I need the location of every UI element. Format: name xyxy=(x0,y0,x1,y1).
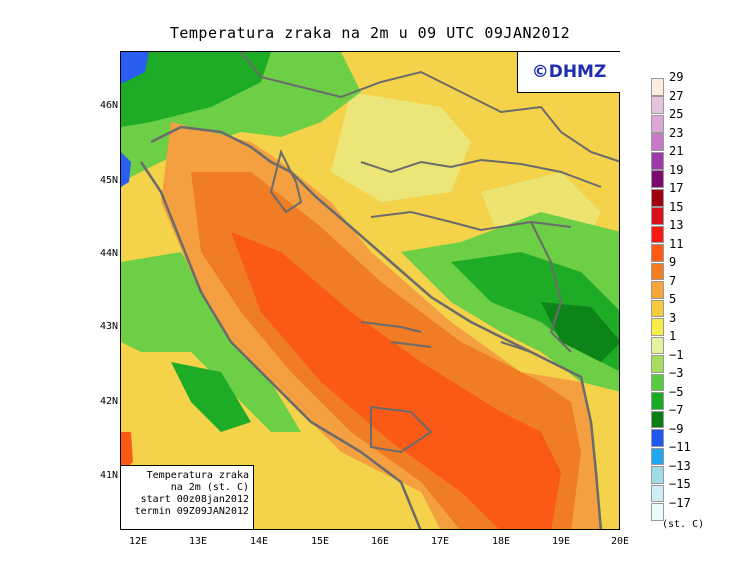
legend-label: −5 xyxy=(669,384,684,399)
legend-swatch xyxy=(651,355,664,373)
legend-swatch xyxy=(651,262,664,281)
color-legend xyxy=(651,78,664,522)
dalmatian-island-2 xyxy=(390,341,432,348)
legend-swatch xyxy=(651,244,664,262)
lat-label-43n: 43N xyxy=(99,321,118,332)
lon-label-18e: 18E xyxy=(491,536,511,547)
legend-swatch xyxy=(651,336,664,355)
legend-label: 13 xyxy=(669,218,684,232)
alpine-colder-zone xyxy=(121,52,271,127)
legend-swatch xyxy=(651,392,664,410)
legend-label: 3 xyxy=(669,310,677,325)
legend-swatch xyxy=(651,447,664,466)
legend-swatch xyxy=(651,151,664,170)
alpine-frost-zone-2 xyxy=(121,152,131,187)
legend-swatch xyxy=(651,299,664,318)
legend-label: −3 xyxy=(669,366,684,380)
lon-label-16e: 16E xyxy=(370,536,390,547)
legend-label: 11 xyxy=(669,236,684,251)
lat-label-41n: 41N xyxy=(99,470,118,481)
temperature-field xyxy=(121,52,619,529)
legend-swatch xyxy=(651,466,664,484)
apennine-cold-zone xyxy=(121,252,301,432)
lon-label-13e: 13E xyxy=(188,536,208,547)
istria-coastline xyxy=(269,149,303,214)
lon-label-19e: 19E xyxy=(551,536,571,547)
alpine-frost-zone xyxy=(121,52,149,84)
legend-swatch xyxy=(651,484,664,503)
bosnia-serbia-border xyxy=(530,221,572,353)
legend-label: −15 xyxy=(669,477,691,491)
lon-label-15e: 15E xyxy=(310,536,330,547)
legend-unit: (st. C) xyxy=(662,519,705,530)
info-line-start: start 00z08jan2012 xyxy=(140,494,249,505)
legend-swatch xyxy=(651,170,664,189)
legend-swatch xyxy=(651,503,664,521)
legend-label: −7 xyxy=(669,403,684,417)
legend-label: 5 xyxy=(669,292,677,306)
balkan-coldest-zone xyxy=(541,302,619,362)
legend-swatch xyxy=(651,133,664,152)
legend-label: 27 xyxy=(669,88,684,103)
legend-label: −17 xyxy=(669,495,691,510)
land-cool-zone xyxy=(331,92,471,202)
legend-swatch xyxy=(651,78,664,96)
legend-label: 29 xyxy=(669,70,684,84)
adriatic-hot-core xyxy=(231,232,561,529)
temperature-map xyxy=(120,51,620,530)
legend-swatch xyxy=(651,281,664,299)
lat-label-42n: 42N xyxy=(99,396,118,407)
info-line-termin: termin 09Z09JAN2012 xyxy=(134,506,249,517)
legend-label: −9 xyxy=(669,421,684,436)
legend-label: −1 xyxy=(669,347,684,362)
legend-label: −13 xyxy=(669,458,691,473)
legend-swatch xyxy=(651,96,664,115)
lat-label-45n: 45N xyxy=(99,175,118,186)
legend-label: 1 xyxy=(669,329,677,343)
legend-label: 21 xyxy=(669,144,684,158)
dhmz-logo: ©DHMZ xyxy=(517,52,620,93)
legend-label: 25 xyxy=(669,107,684,121)
gargano-coastline xyxy=(370,405,433,454)
legend-swatch xyxy=(651,429,664,447)
balkan-coastline xyxy=(150,125,603,529)
map-title: Temperatura zraka na 2m u 09 UTC 09JAN20… xyxy=(169,24,571,42)
apennine-colder-zone xyxy=(171,362,251,432)
legend-label: 15 xyxy=(669,199,684,214)
legend-swatch xyxy=(651,318,664,336)
legend-swatch xyxy=(651,114,664,133)
northern-border xyxy=(240,52,619,163)
lon-label-14e: 14E xyxy=(249,536,269,547)
legend-label: 23 xyxy=(669,125,684,140)
italian-coastline xyxy=(139,161,422,529)
lon-label-20e: 20E xyxy=(610,536,630,547)
croatia-hungary-border xyxy=(360,158,602,188)
legend-label: 17 xyxy=(669,181,684,195)
info-line-units: na 2m (st. C) xyxy=(170,482,249,493)
lat-label-46n: 46N xyxy=(99,100,118,111)
legend-label: 19 xyxy=(669,162,684,177)
lon-label-12e: 12E xyxy=(128,536,148,547)
south-hot-zone xyxy=(121,432,133,472)
lat-label-44n: 44N xyxy=(99,248,118,259)
lon-label-17e: 17E xyxy=(430,536,450,547)
dalmatian-island xyxy=(360,321,422,333)
legend-swatch xyxy=(651,207,664,225)
info-line-title: Temperatura zraka xyxy=(146,470,249,481)
legend-label: −11 xyxy=(669,440,691,454)
legend-label: 7 xyxy=(669,273,677,288)
montenegro-border xyxy=(500,341,562,368)
legend-swatch xyxy=(651,188,664,207)
legend-label: 9 xyxy=(669,255,677,269)
croatia-bosnia-border xyxy=(370,210,572,232)
info-box: Temperatura zraka na 2m (st. C) start 00… xyxy=(121,465,254,529)
legend-swatch xyxy=(651,410,664,429)
legend-swatch xyxy=(651,225,664,244)
legend-swatch xyxy=(651,373,664,392)
